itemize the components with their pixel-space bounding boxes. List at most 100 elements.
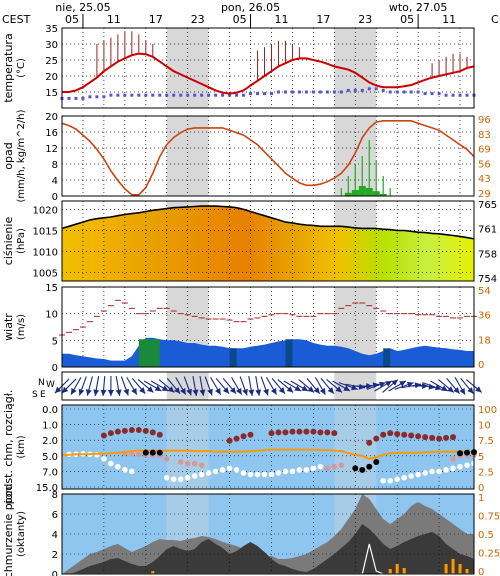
right-tick-label: 1 — [478, 493, 484, 504]
dewpoint-point — [444, 93, 448, 97]
hour-tick-label: 05 — [233, 13, 247, 26]
visibility-border — [61, 404, 475, 490]
wind-arrow — [438, 379, 455, 393]
cloud-base-pink-point — [184, 460, 191, 467]
right-tick-label: 765 — [478, 200, 497, 211]
precip-prob-bar — [444, 564, 448, 574]
hour-tick-label: 05 — [65, 13, 79, 26]
cloud-base-black-point — [142, 449, 149, 456]
wind-arrow-head — [286, 386, 294, 393]
wind-arrow-head — [307, 386, 315, 393]
right-tick-label: 29 — [478, 189, 491, 200]
clouds-ylabel: achmurzenie pion. — [2, 483, 15, 576]
dewpoint-point — [353, 88, 357, 92]
wind-intense-band — [138, 339, 160, 367]
wind-arrow-head — [207, 388, 213, 396]
cloud-base-pink-point — [177, 459, 184, 465]
y-tick-label: 5.0 — [42, 452, 58, 463]
wind-arrow — [332, 380, 351, 392]
cloud-base-white-point — [233, 467, 240, 473]
cloud-base-red-point — [268, 430, 275, 437]
wind-arrow-head — [186, 388, 192, 396]
hour-tick-label: 17 — [316, 13, 330, 26]
wind-arrow — [210, 377, 222, 395]
dewpoint-point — [144, 93, 148, 97]
dewpoint-point — [214, 93, 218, 97]
cloud-base-pink-point — [450, 456, 456, 462]
dewpoint-point — [81, 96, 85, 100]
dewpoint-point — [430, 92, 434, 96]
y-tick-label: 0.0 — [42, 405, 58, 416]
precip-ylabel-unit: (mm/h, kg/m^2/h) — [16, 109, 27, 202]
right-tick-label: 54 — [478, 286, 491, 297]
dewpoint-point — [151, 93, 155, 97]
y-tick-label: 2 — [52, 550, 58, 561]
cloud-base-red-point — [380, 431, 387, 438]
precip-ylabel: opad — [2, 142, 15, 169]
cloud-base-white-point — [177, 476, 184, 483]
dewpoint-point — [311, 90, 315, 94]
precip-prob-bar — [388, 569, 392, 574]
dewpoint-point — [423, 92, 427, 96]
y-tick-label: 1020 — [33, 205, 58, 216]
dewpoint-point — [263, 92, 267, 96]
cloud-base-pink-point — [136, 451, 142, 458]
wind-arrow — [120, 376, 129, 396]
wind-arrow-head — [229, 387, 237, 394]
wind-arrow — [70, 377, 82, 395]
wind-arrow — [382, 379, 399, 393]
wind-arrow-head — [242, 388, 248, 396]
wind-arrow — [271, 377, 286, 395]
pressure-ylabel: ciśnienie — [2, 217, 15, 266]
cloud-base-pink-point — [338, 462, 345, 468]
cloud-base-white-point — [205, 470, 212, 476]
day-labels: nie, 25.05 pon, 26.05 wto, 27.05 — [55, 1, 447, 28]
dewpoint-point — [451, 93, 455, 97]
wind-arrow — [126, 377, 138, 395]
wind-arrow-head — [167, 386, 175, 393]
precip-prob-bar — [458, 564, 462, 574]
cloud-base-red-point — [240, 433, 247, 440]
dewpoint-point — [290, 90, 294, 94]
cloud-base-red-point — [149, 429, 156, 436]
dewpoint-point — [130, 93, 134, 97]
pressure-border — [61, 200, 475, 282]
right-tick-label: 7.5 — [478, 436, 494, 447]
y-tick-label: 2.0 — [42, 436, 58, 447]
wind-intense-band — [383, 348, 391, 367]
pressure-panel: ciśnienie (hPa) 1005 1010 1015 1020 765 761 758 7… — [2, 200, 497, 285]
right-tick-label: 758 — [478, 249, 497, 260]
dewpoint-point — [325, 90, 329, 94]
wind-arrow — [446, 377, 460, 395]
wind-arrow-head — [335, 386, 342, 393]
wind-arrow-head — [85, 389, 92, 396]
y-tick-label: 5 — [52, 336, 58, 347]
dewpoint-point — [193, 93, 197, 97]
timezone-label: CEST — [2, 13, 31, 26]
wind-arrow-head — [248, 389, 255, 396]
hour-tick-label: 11 — [107, 13, 121, 26]
hour-tick-label: 17 — [149, 13, 163, 26]
cloud-base-red-point — [436, 435, 443, 442]
right-tick-label: 761 — [478, 225, 497, 236]
dewpoint-point — [360, 88, 364, 92]
wind-arrow — [239, 376, 248, 396]
wind-arrow — [277, 379, 294, 393]
temperature-line — [62, 52, 475, 95]
cloud-base-black-point — [156, 449, 163, 456]
cloud-base-white-point — [122, 467, 128, 473]
right-tick-label: 56 — [478, 159, 491, 170]
wind-arrow — [374, 380, 393, 392]
wind-arrow — [255, 376, 262, 396]
cloud-base-white-point — [184, 474, 191, 481]
cloud-base-white-point — [380, 477, 387, 484]
right-tick-label: 18 — [478, 335, 491, 346]
wind-arrow-head — [475, 386, 482, 393]
cloud-base-pink-point — [331, 463, 338, 470]
cloud-base-white-point — [108, 460, 114, 467]
wind-arrow — [314, 377, 326, 395]
compass-e: E — [40, 390, 46, 400]
compass-s: S — [32, 390, 38, 400]
temperature-border — [61, 27, 475, 109]
rain-bar — [358, 186, 366, 196]
